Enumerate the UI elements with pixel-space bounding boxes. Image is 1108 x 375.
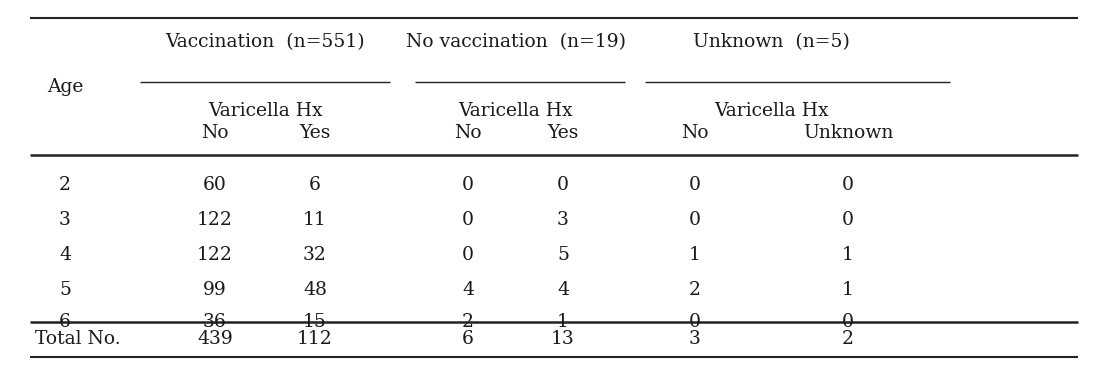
Text: 1: 1 xyxy=(557,313,568,331)
Text: No: No xyxy=(454,124,482,142)
Text: 0: 0 xyxy=(689,313,701,331)
Text: Varicella Hx: Varicella Hx xyxy=(207,102,322,120)
Text: 3: 3 xyxy=(59,211,71,229)
Text: Unknown  (n=5): Unknown (n=5) xyxy=(694,33,850,51)
Text: 32: 32 xyxy=(304,246,327,264)
Text: 36: 36 xyxy=(203,313,227,331)
Text: Yes: Yes xyxy=(547,124,578,142)
Text: Yes: Yes xyxy=(299,124,330,142)
Text: 5: 5 xyxy=(557,246,570,264)
Text: 6: 6 xyxy=(309,176,321,194)
Text: 4: 4 xyxy=(462,281,474,299)
Text: 0: 0 xyxy=(842,313,854,331)
Text: 99: 99 xyxy=(203,281,227,299)
Text: 122: 122 xyxy=(197,246,233,264)
Text: 0: 0 xyxy=(462,176,474,194)
Text: 2: 2 xyxy=(842,330,854,348)
Text: Vaccination  (n=551): Vaccination (n=551) xyxy=(165,33,365,51)
Text: 0: 0 xyxy=(842,211,854,229)
Text: 2: 2 xyxy=(689,281,701,299)
Text: 112: 112 xyxy=(297,330,332,348)
Text: 1: 1 xyxy=(842,281,854,299)
Text: 3: 3 xyxy=(689,330,701,348)
Text: 13: 13 xyxy=(551,330,575,348)
Text: 60: 60 xyxy=(203,176,227,194)
Text: 0: 0 xyxy=(462,246,474,264)
Text: 6: 6 xyxy=(59,313,71,331)
Text: Varicella Hx: Varicella Hx xyxy=(459,102,573,120)
Text: 4: 4 xyxy=(557,281,570,299)
Text: 5: 5 xyxy=(59,281,71,299)
Text: 0: 0 xyxy=(689,211,701,229)
Text: No: No xyxy=(681,124,709,142)
Text: 122: 122 xyxy=(197,211,233,229)
Text: 0: 0 xyxy=(689,176,701,194)
Text: 4: 4 xyxy=(59,246,71,264)
Text: 0: 0 xyxy=(462,211,474,229)
Text: 6: 6 xyxy=(462,330,474,348)
Text: 2: 2 xyxy=(59,176,71,194)
Text: 2: 2 xyxy=(462,313,474,331)
Text: Total No.: Total No. xyxy=(35,330,121,348)
Text: 0: 0 xyxy=(557,176,570,194)
Text: 48: 48 xyxy=(302,281,327,299)
Text: No vaccination  (n=19): No vaccination (n=19) xyxy=(406,33,626,51)
Text: Age: Age xyxy=(47,78,83,96)
Text: 0: 0 xyxy=(842,176,854,194)
Text: 439: 439 xyxy=(197,330,233,348)
Text: 11: 11 xyxy=(304,211,327,229)
Text: 3: 3 xyxy=(557,211,568,229)
Text: 15: 15 xyxy=(304,313,327,331)
Text: Varicella Hx: Varicella Hx xyxy=(715,102,829,120)
Text: 1: 1 xyxy=(689,246,701,264)
Text: No: No xyxy=(202,124,229,142)
Text: Unknown: Unknown xyxy=(803,124,893,142)
Text: 1: 1 xyxy=(842,246,854,264)
